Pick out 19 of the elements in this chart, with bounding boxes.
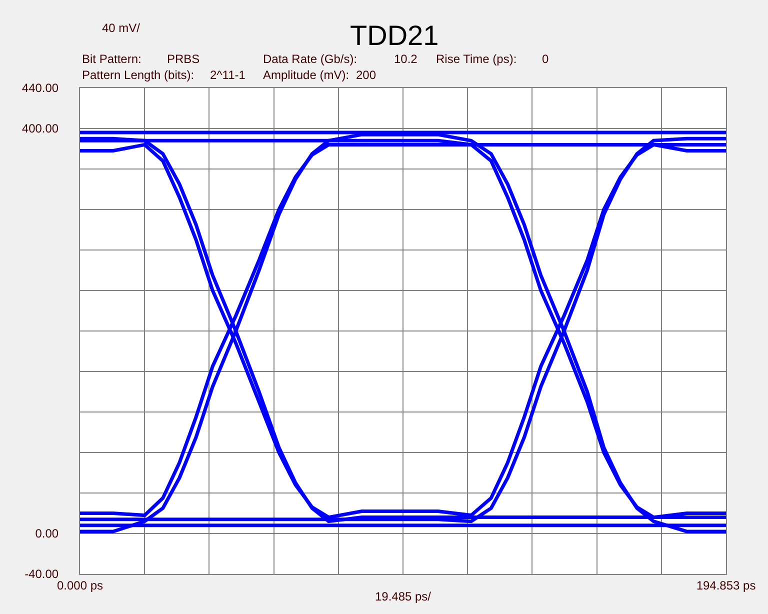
text: PRBS bbox=[167, 52, 200, 66]
x-axis-title: 19.485 ps/ bbox=[374, 589, 432, 604]
text: 40 mV/ bbox=[102, 21, 141, 35]
text: Data Rate (Gb/s): bbox=[263, 52, 358, 66]
x-tick-label: 0.000 ps bbox=[56, 578, 104, 592]
text: Amplitude (mV): bbox=[263, 68, 350, 82]
text: Pattern Length (bits): bbox=[82, 68, 194, 82]
text: 10.2 bbox=[394, 52, 418, 66]
y-tick-label: 400.00 bbox=[22, 122, 59, 136]
text: Rise Time (ps): bbox=[436, 52, 517, 66]
y-tick-label: -40.00 bbox=[24, 567, 59, 582]
text: 200 bbox=[356, 68, 376, 82]
x-tick-label: 194.853 ps bbox=[696, 578, 756, 592]
chart-title: TDD21 bbox=[350, 20, 439, 51]
text: 0 bbox=[542, 52, 549, 66]
text: Bit Pattern: bbox=[82, 52, 142, 66]
text: 2^11-1 bbox=[210, 68, 246, 82]
y-tick-label: 0.00 bbox=[35, 526, 59, 541]
y-tick-label: 440.00 bbox=[22, 81, 59, 96]
